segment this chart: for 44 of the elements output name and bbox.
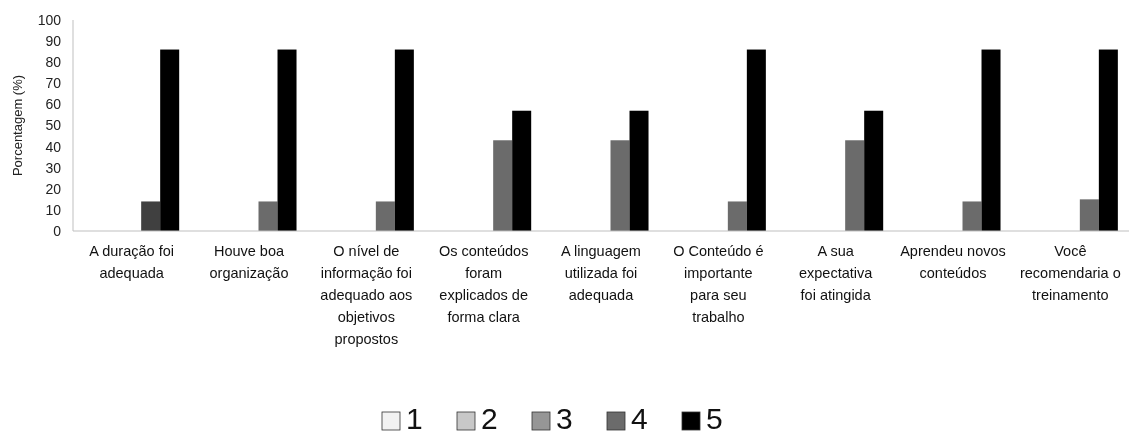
x-tick-label: O nível de informação foi adequado aos objetivos propostos	[320, 243, 413, 347]
x-tick-label: O Conteúdo é importante para seu trabalho	[673, 243, 764, 325]
bar	[394, 49, 414, 231]
bar	[746, 49, 766, 231]
bar	[727, 201, 747, 231]
bar	[160, 49, 180, 231]
bar	[610, 140, 630, 231]
y-tick-label: 100	[37, 11, 62, 28]
bar	[962, 201, 982, 231]
bar	[629, 110, 649, 231]
x-tick-label: A linguagem utilizada foi adequada	[561, 243, 641, 303]
y-tick-label: 40	[45, 138, 62, 155]
x-tick-label: A duração foi adequada	[89, 243, 174, 281]
y-tick-label: 90	[45, 33, 62, 49]
y-tick-label: 10	[45, 201, 62, 218]
x-tick-label: Aprendeu novos conteúdos	[900, 243, 1006, 281]
bar	[277, 49, 297, 231]
y-tick-label: 70	[45, 75, 62, 92]
legend-label: 4	[631, 402, 648, 435]
x-tick-label: A sua expectativa foi atingida	[798, 243, 874, 303]
y-tick-label: 20	[45, 180, 62, 197]
bar	[512, 110, 532, 231]
y-tick-label: 60	[45, 96, 62, 113]
bar	[258, 201, 278, 231]
bar	[375, 201, 395, 231]
bar	[1079, 199, 1099, 231]
bar	[864, 110, 884, 231]
x-tick-label: Você recomendaria o treinamento	[1019, 243, 1121, 303]
x-tick-label: Os conteúdos foram explicados de forma clara	[438, 243, 529, 325]
legend-label: 2	[481, 402, 498, 435]
y-tick-label: 50	[45, 117, 62, 134]
bar	[141, 201, 161, 231]
bar	[493, 140, 513, 231]
legend-label: 5	[706, 402, 723, 435]
bar	[981, 49, 1001, 231]
legend-label: 1	[406, 402, 423, 435]
y-tick-label: 0	[53, 222, 62, 239]
bar	[845, 140, 865, 231]
y-tick-label: 30	[45, 159, 62, 176]
y-axis-title: Porcentagem (%)	[10, 74, 25, 177]
legend-label: 3	[556, 402, 573, 435]
bar	[1098, 49, 1118, 231]
y-tick-label: 80	[45, 54, 62, 71]
x-tick-label: Houve boa organização	[209, 243, 289, 281]
